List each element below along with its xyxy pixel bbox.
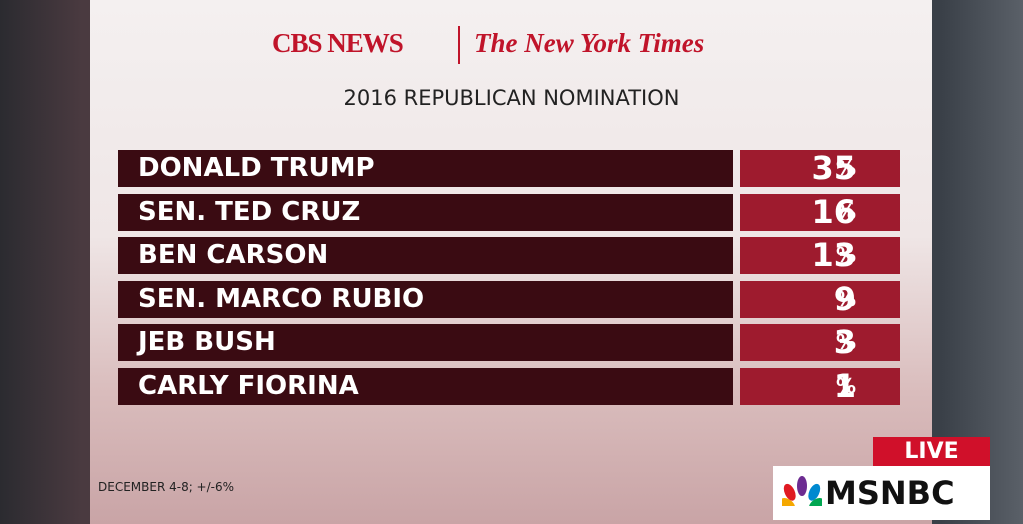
percent-value: 1 — [833, 367, 856, 405]
candidate-name: DONALD TRUMP — [118, 150, 733, 187]
percent-value: 9 — [833, 279, 856, 318]
candidate-name: SEN. TED CRUZ — [118, 193, 733, 231]
percent-value: 3 — [833, 323, 856, 362]
partner-logo: The New York Times — [474, 28, 705, 58]
candidate-name: CARLY FIORINA — [118, 368, 733, 405]
title: 2016 REPUBLICAN NOMINATION — [343, 86, 680, 110]
channel-logo: MSNBC — [773, 466, 990, 520]
footnote: DECEMBER 4-8; +/-6% — [98, 480, 235, 494]
percent-cell: 3% — [740, 323, 900, 362]
percent-unit: % — [835, 199, 856, 224]
percent-unit: % — [835, 374, 856, 398]
percent-value: 35 — [811, 149, 856, 187]
percent-cell: 16% — [740, 192, 900, 231]
percent-unit: % — [835, 330, 856, 355]
percent-cell: 9% — [740, 279, 900, 318]
percent-value: 13 — [811, 236, 856, 275]
peacock-icon — [782, 476, 822, 506]
percent-cell: 35% — [740, 150, 900, 187]
percent-unit: % — [835, 156, 856, 180]
live-badge: LIVE — [873, 437, 990, 466]
separator — [458, 26, 460, 64]
percent-cell: 13% — [740, 236, 900, 275]
candidate-name: JEB BUSH — [118, 324, 733, 362]
percent-unit: % — [835, 243, 856, 268]
percent-value: 16 — [811, 192, 856, 231]
percent-unit: % — [835, 286, 856, 311]
network-logo: CBS NEWS — [272, 28, 404, 58]
candidate-name: SEN. MARCO RUBIO — [118, 280, 733, 318]
percent-cell: 1% — [740, 368, 900, 405]
candidate-name: BEN CARSON — [118, 237, 733, 275]
